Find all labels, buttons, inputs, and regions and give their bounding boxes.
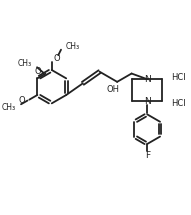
Text: O: O [18,96,25,105]
Text: HCl: HCl [171,73,186,82]
Text: HCl: HCl [171,99,186,108]
Text: OH: OH [106,85,119,94]
Text: CH₃: CH₃ [17,59,32,68]
Text: F: F [145,150,150,160]
Text: O: O [53,54,60,63]
Text: CH₃: CH₃ [1,103,15,112]
Text: O: O [34,67,41,76]
Text: N: N [144,75,151,84]
Text: CH₃: CH₃ [66,42,80,51]
Text: N: N [144,97,151,106]
